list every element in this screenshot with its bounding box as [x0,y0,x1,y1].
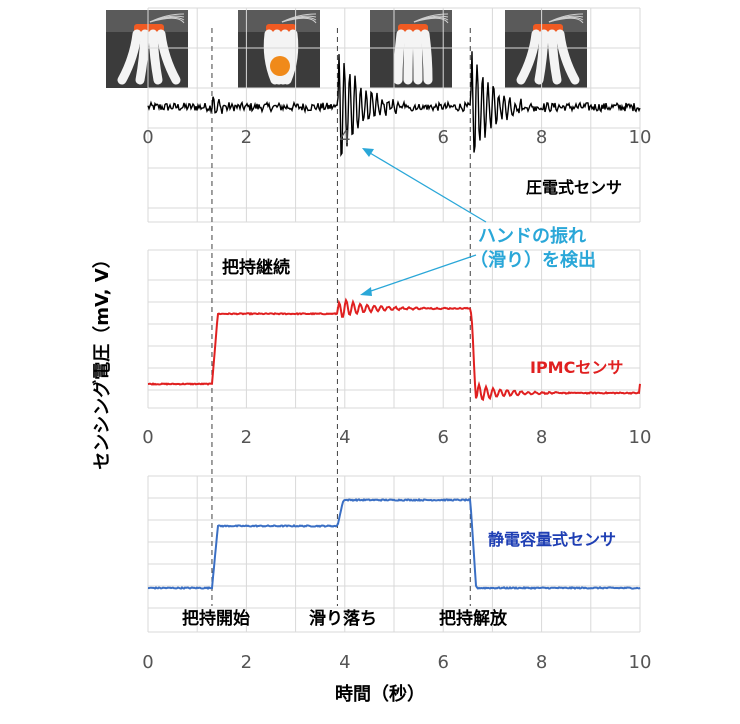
x-tick-label: 8 [536,427,547,448]
gripper-grasp-photo [238,10,320,88]
x-tick-label: 10 [629,427,652,448]
gripper-finger [156,29,181,85]
gripper-finger [403,29,414,85]
x-tick-label: 10 [629,127,652,148]
photo-cable [149,17,185,24]
x-axis-title: 時間（秒） [335,683,425,705]
tick-labels: 0 2 4 6 8 10 0 2 4 6 8 10 0 2 4 6 8 10 [142,127,651,673]
gripper-finger [547,29,562,85]
x-tick-label: 8 [536,127,547,148]
ipmc-sensor-label: IPMCセンサ [530,358,623,377]
gripper-finger [148,29,163,85]
series-lines [147,51,641,591]
x-tick-label: 4 [339,127,350,148]
slip-detect-label-line1: ハンドの振れ [478,225,586,247]
arrow-head-piezo [362,148,374,157]
x-tick-label: 10 [629,652,652,673]
gripper-release-photo [505,10,587,88]
piezo-sensor-label: 圧電式センサ [526,178,622,197]
gripper-slip-photo [370,10,452,88]
grasped-object [270,56,290,76]
x-tick-label: 6 [437,427,448,448]
x-tick-label: 2 [241,427,252,448]
event-label-slip: 滑り落ち [309,609,377,629]
gripper-finger [516,29,541,85]
capacitive-sensor-label: 静電容量式センサ [488,530,616,549]
x-tick-label: 0 [142,427,153,448]
slip-detect-label-line2: （滑り）を検出 [470,249,596,271]
y-axis-title: センシング電圧（mV, V） [91,250,113,469]
gripper-finger [263,29,280,85]
photo-strip [106,10,587,88]
gripper-finger [282,29,299,85]
gripper-finger [555,29,580,85]
piezo-series-line [147,51,641,157]
photo-cable [413,17,449,24]
x-tick-label: 4 [339,427,350,448]
x-tick-label: 8 [536,652,547,673]
hold-continue-label: 把持継続 [222,257,290,278]
x-tick-label: 0 [142,652,153,673]
x-tick-label: 2 [241,127,252,148]
arrow-head-ipmc [360,287,372,296]
detect-arrows [360,148,487,296]
capacitive-series-line [147,498,641,591]
gripper-finger [135,29,150,85]
arrow-to-piezo [369,152,487,223]
x-tick-label: 4 [339,652,350,673]
arrow-to-ipmc [367,254,477,293]
ipmc-series-line [147,297,641,402]
event-label-release: 把持解放 [439,608,508,629]
grid-lines [147,7,641,633]
x-tick-label: 0 [142,127,153,148]
x-tick-label: 6 [437,652,448,673]
x-tick-label: 6 [437,127,448,148]
gripper-finger [534,29,549,85]
event-label-grasp-start: 把持開始 [182,608,250,629]
gripper-finger [420,29,433,85]
x-tick-label: 2 [241,652,252,673]
gripper-finger [117,29,142,85]
gripper-finger [393,29,406,85]
photo-cable [548,17,584,24]
gripper-finger [412,29,423,85]
photo-cable [281,17,317,24]
gripper-open-photo [106,10,188,88]
